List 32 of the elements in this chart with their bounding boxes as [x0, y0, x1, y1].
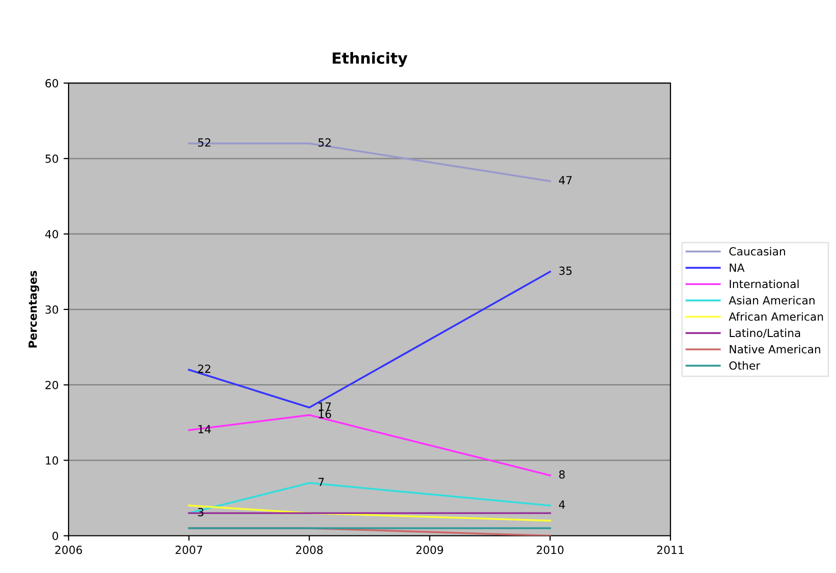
x-tick-label: 2008: [296, 546, 323, 554]
chart-title: Ethnicity: [332, 52, 408, 67]
data-label: 52: [198, 138, 210, 147]
data-label: 52: [318, 138, 331, 147]
data-label: 35: [559, 266, 572, 275]
x-tick-label: 2007: [176, 546, 202, 554]
y-axis-title: Percentages: [28, 270, 40, 348]
y-tick-label: 60: [45, 79, 58, 88]
legend-label: NA: [730, 264, 745, 272]
y-tick-label: 30: [46, 305, 58, 314]
y-tick-label: 10: [46, 456, 58, 465]
legend-label: Native American: [730, 344, 820, 354]
data-label: 47: [558, 176, 572, 184]
x-tick-label: 2010: [536, 546, 564, 554]
x-tick-label: 2009: [416, 546, 444, 554]
y-tick-label: 20: [46, 380, 58, 390]
data-label: 17: [318, 402, 331, 411]
y-tick-label: 40: [45, 230, 58, 238]
x-tick-label: 2006: [55, 546, 82, 554]
legend-label: International: [730, 280, 799, 288]
data-label: 4: [558, 500, 565, 509]
y-tick-label: 0: [52, 532, 58, 540]
legend-label: Asian American: [728, 296, 815, 304]
data-label: 16: [318, 410, 332, 418]
legend-label: African American: [728, 312, 823, 321]
legend-label: Other: [729, 361, 760, 370]
legend-label: Latino/Latina: [730, 328, 800, 338]
data-label: 22: [198, 364, 210, 373]
legend-label: Caucasian: [729, 246, 786, 256]
y-tick-label: 50: [46, 154, 58, 163]
x-tick-label: 2011: [657, 546, 684, 554]
data-label: 8: [559, 470, 565, 479]
